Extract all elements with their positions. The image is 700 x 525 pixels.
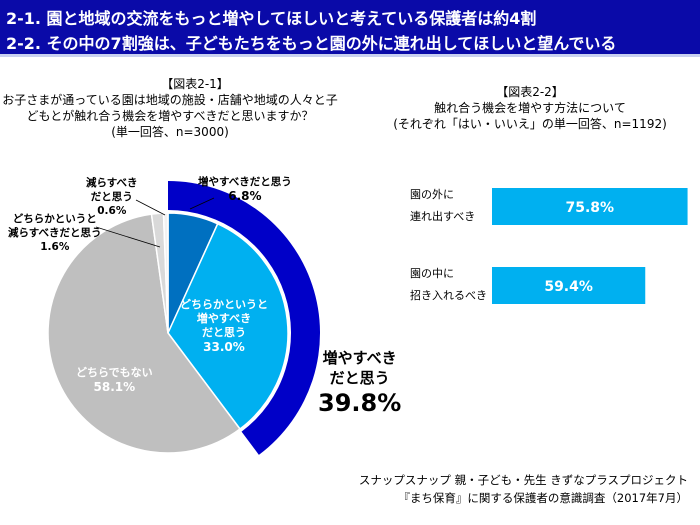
bar-category-2: 園の中に 招き入れるべき	[410, 267, 487, 302]
bar-subtitle-2: (それぞれ「はい・いいえ」の単一回答、n=1192)	[393, 117, 667, 131]
source-line-2: 『まち保育』に関する保護者の意識調査（2017年7月）	[398, 491, 688, 505]
slice-somewhat-increase	[167, 222, 289, 431]
bar-2	[492, 267, 646, 304]
leader-increase	[189, 197, 215, 210]
headline-2: 2-2. その中の7割強は、子どもたちをもっと園の外に連れ出してほしいと望んでい…	[6, 34, 617, 53]
pie-caption: 【図表2-1】	[90, 76, 300, 92]
label-somewhat-decrease: どちらかというと 減らすべきだと思う 1.6%	[8, 213, 102, 253]
pie-subtitle-1: お子さまが通っている園は地域の施設・店舗や地域の人々と子	[2, 93, 338, 107]
header-banner: 2-1. 園と地域の交流をもっと増やしてほしいと考えている保護者は約4割 2-2…	[0, 0, 700, 57]
leader-somewhat-decrease	[95, 226, 161, 248]
label-somewhat-increase: どちらかというと 増やすべき だと思う 33.0%	[180, 298, 268, 354]
bar-value-label-1: 75.8%	[565, 200, 614, 216]
ring-increase-total	[168, 181, 321, 455]
bar-1	[492, 188, 688, 225]
label-neither: どちらでもない 58.1%	[76, 366, 153, 394]
bar-value-label-2: 59.4%	[544, 279, 593, 295]
slice-neither	[47, 213, 242, 454]
bar-subtitle-1: 触れ合う機会を増やす方法について	[434, 101, 626, 115]
headline-1: 2-1. 園と地域の交流をもっと増やしてほしいと考えている保護者は約4割	[6, 9, 537, 28]
bar-title: 【図表2-2】	[496, 85, 564, 99]
label-decrease: 減らすべき だと思う 0.6%	[86, 177, 138, 217]
pie-subtitle-2: どもとが触れ合う機会を増やすべきだと思いますか？	[26, 109, 314, 123]
pie-subtitle-3: (単一回答、n=3000)	[111, 125, 229, 139]
pie-title: 【図表2-1】	[161, 77, 229, 91]
slice-decrease	[162, 212, 169, 334]
leader-decrease	[135, 199, 166, 216]
bar-caption: 【図表2-2】 触れ合う機会を増やす方法について (それぞれ「はい・いいえ」の単…	[380, 84, 680, 132]
source-line-1: スナップスナップ 親・子ども・先生 きずなプラスプロジェクト	[358, 473, 688, 487]
pie-subtitle: お子さまが通っている園は地域の施設・店舗や地域の人々と子 どもとが触れ合う機会を…	[0, 92, 340, 140]
ring-label: 増やすべき だと思う 39.8%	[318, 349, 402, 417]
label-increase: 増やすべきだと思う 6.8%	[198, 176, 292, 203]
bar-category-1: 園の外に 連れ出すべき	[410, 188, 476, 223]
